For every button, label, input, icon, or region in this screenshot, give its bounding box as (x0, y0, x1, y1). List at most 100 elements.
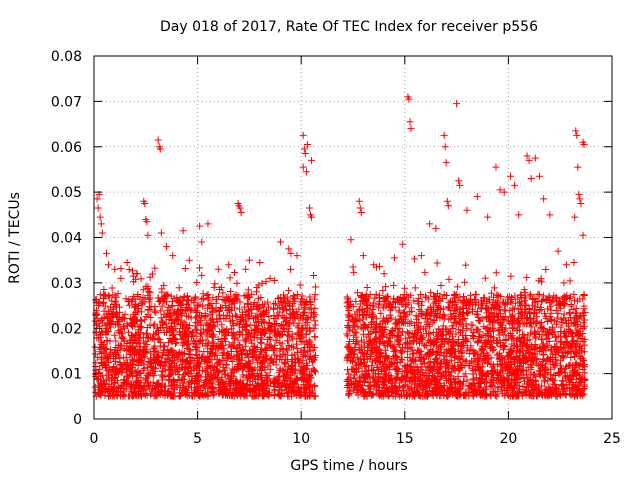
data-point (580, 290, 588, 298)
data-point (300, 305, 308, 313)
data-point (185, 345, 193, 353)
data-point (226, 375, 234, 383)
data-point (455, 177, 463, 185)
data-point (407, 125, 415, 133)
data-point (208, 383, 216, 391)
data-point (531, 385, 539, 393)
data-point (426, 330, 434, 338)
data-point (166, 348, 174, 356)
data-point (160, 362, 168, 370)
data-point (311, 381, 319, 389)
data-point (354, 289, 362, 297)
data-point (566, 277, 574, 285)
data-point (169, 252, 177, 260)
data-point (157, 229, 165, 237)
data-point (401, 284, 409, 292)
data-point (293, 290, 301, 298)
data-point (544, 318, 552, 325)
data-point (481, 274, 489, 282)
data-point (100, 285, 108, 293)
data-point (177, 335, 185, 343)
data-point (436, 379, 444, 387)
data-point (357, 209, 365, 217)
data-point (120, 387, 128, 395)
data-point (226, 274, 234, 282)
data-point (137, 275, 145, 283)
data-point (198, 330, 206, 338)
data-point (356, 311, 364, 319)
data-point (573, 326, 581, 334)
data-point (427, 289, 435, 297)
data-point (303, 140, 311, 148)
data-point (516, 291, 524, 299)
data-point (242, 265, 250, 273)
data-point (413, 327, 421, 335)
data-point (236, 341, 244, 349)
data-point (459, 315, 467, 323)
data-point (550, 376, 558, 384)
data-point (198, 238, 206, 246)
data-point (196, 264, 204, 272)
data-point (287, 265, 295, 273)
data-point (115, 321, 123, 329)
data-point (538, 382, 546, 390)
data-point (523, 273, 531, 281)
data-point (92, 350, 100, 358)
data-point (160, 346, 168, 354)
data-point (417, 291, 425, 299)
data-point (270, 383, 278, 391)
data-point (94, 204, 102, 212)
data-point (111, 265, 119, 273)
data-point (345, 304, 353, 312)
data-point (175, 284, 183, 292)
data-point (574, 163, 582, 171)
data-point (451, 354, 459, 362)
data-point (473, 193, 481, 201)
data-point (96, 334, 104, 342)
data-point (379, 332, 387, 340)
data-point (513, 343, 521, 351)
data-point (209, 294, 217, 302)
data-point (298, 324, 306, 332)
data-point (519, 389, 527, 397)
data-point (459, 293, 467, 301)
data-point (298, 292, 306, 300)
data-point (367, 352, 375, 360)
data-point (572, 127, 580, 135)
data-point (360, 320, 368, 328)
data-point (214, 265, 222, 273)
data-point (115, 329, 123, 337)
data-point (198, 271, 206, 279)
data-point (502, 335, 510, 343)
data-point (108, 284, 116, 292)
data-point (557, 357, 565, 365)
data-point (410, 297, 418, 305)
data-point (573, 131, 581, 139)
data-point (417, 347, 425, 355)
data-point (231, 268, 239, 276)
data-point (107, 349, 115, 357)
data-point (225, 261, 233, 269)
data-point (146, 314, 154, 322)
data-point (206, 311, 214, 319)
data-point (111, 291, 119, 299)
data-point (293, 252, 301, 260)
data-point (417, 252, 425, 260)
data-point (566, 310, 574, 318)
data-point (181, 265, 189, 273)
data-point (96, 213, 104, 221)
data-point (370, 302, 378, 310)
data-point (162, 320, 170, 328)
data-point (284, 346, 292, 354)
data-point (199, 302, 207, 310)
data-point (445, 330, 453, 338)
data-point (509, 391, 517, 399)
data-point (511, 181, 519, 189)
data-point (350, 268, 358, 276)
data-point (143, 363, 151, 371)
data-point (390, 281, 398, 289)
data-point (531, 154, 539, 162)
data-point (185, 256, 193, 264)
data-point (271, 299, 279, 307)
